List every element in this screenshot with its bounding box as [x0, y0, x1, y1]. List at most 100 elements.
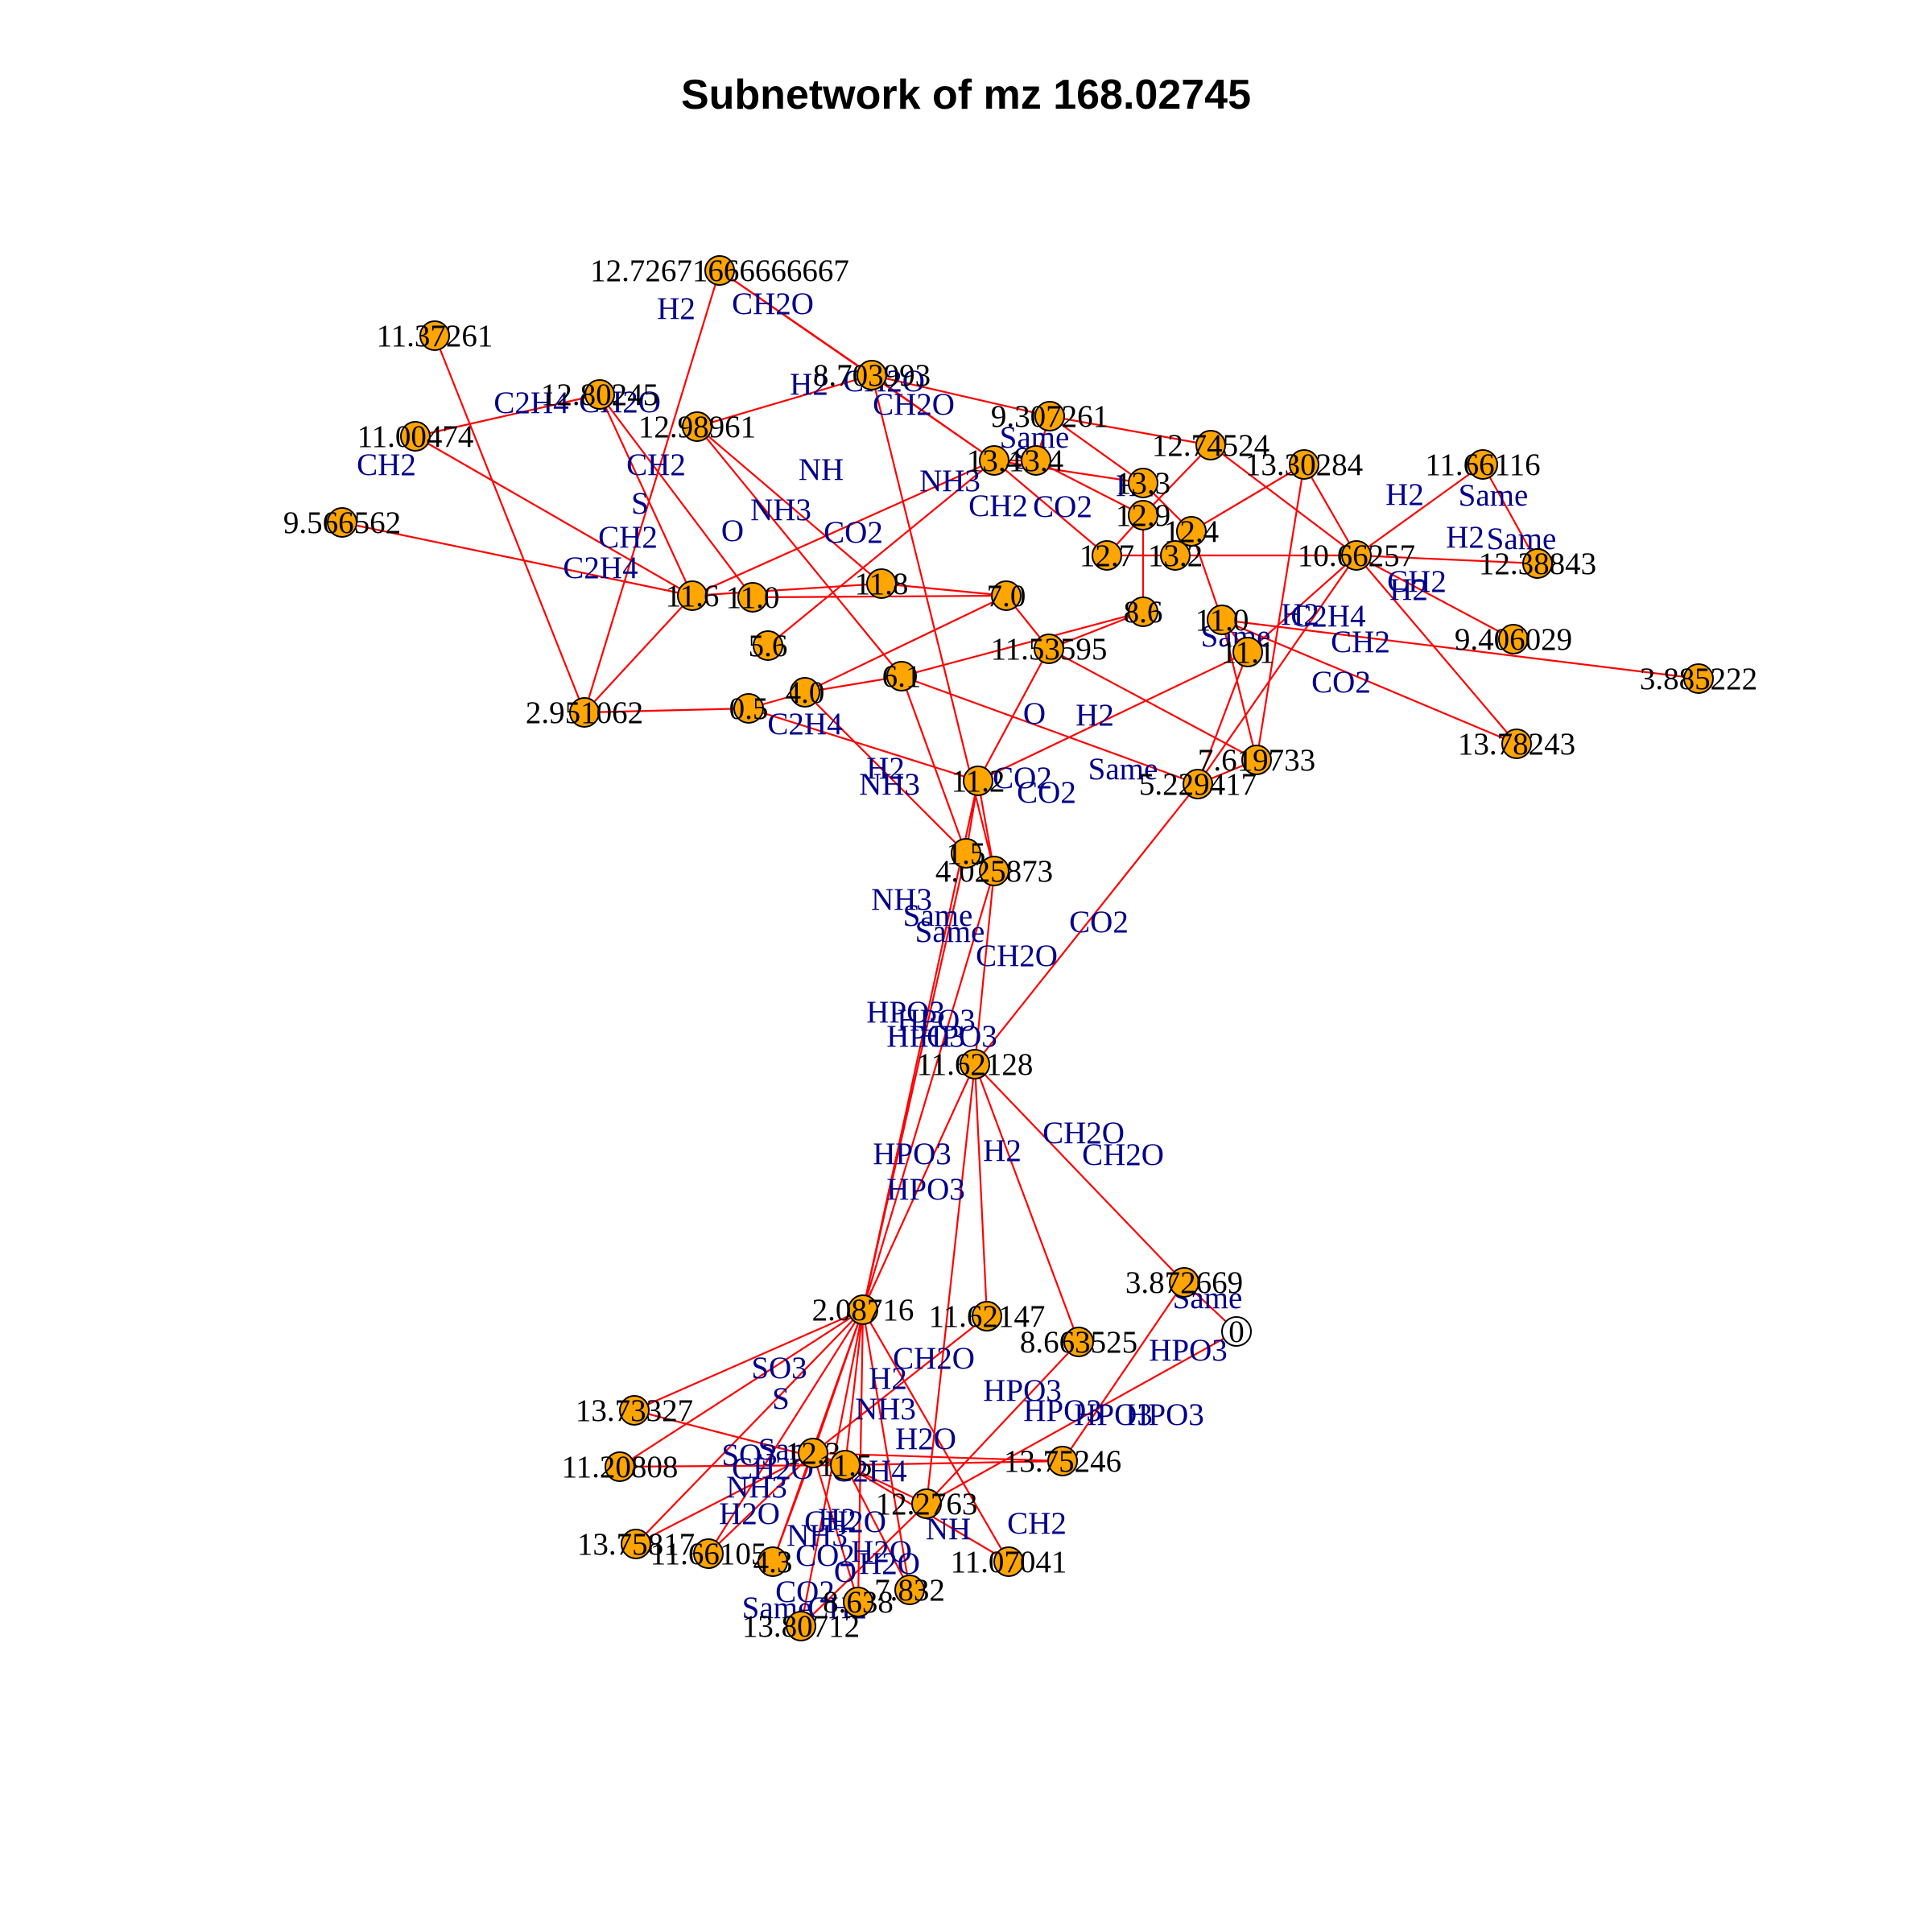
edge-label: S [631, 486, 649, 521]
graph-node: 10.66257 [1298, 539, 1415, 573]
edge-label: CO2 [824, 515, 883, 550]
node-label: 13.78243 [1458, 727, 1575, 762]
edge [1196, 651, 1249, 785]
graph-node: 11.62128 [917, 1047, 1034, 1082]
edge-label: H2 [983, 1133, 1022, 1168]
graph-node: 2.951062 [526, 696, 643, 730]
edge-label: H2O [719, 1496, 780, 1531]
node-label: 12.72671666666667 [590, 254, 849, 288]
node-label: 12.80245 [541, 378, 658, 412]
edge [748, 707, 979, 782]
node-circle [972, 1301, 1002, 1331]
edge [1142, 444, 1212, 516]
graph-node: 11.1 [1221, 635, 1275, 670]
edge [619, 1309, 864, 1468]
graph-node: 8.638 [823, 1585, 894, 1620]
node-circle [1195, 430, 1226, 460]
node-label: 11.62128 [917, 1047, 1034, 1082]
edge [599, 394, 693, 597]
edge [861, 870, 996, 1311]
node-label: 13.75817 [577, 1527, 695, 1562]
node-circle [857, 360, 887, 390]
edge-label: NH3 [859, 767, 920, 802]
node-circle [894, 1575, 925, 1605]
edge [1221, 618, 1517, 745]
node-label: 4.0 [786, 675, 825, 710]
graph-node: 7.832 [874, 1573, 945, 1608]
node-circle [419, 320, 450, 351]
node-label: 3.885222 [1640, 662, 1757, 696]
node-circle [682, 411, 712, 442]
node-circle [790, 677, 820, 708]
node-circle [843, 1587, 873, 1617]
edge-label: CH2O [732, 287, 814, 321]
graph-node: 11.62147 [929, 1299, 1046, 1334]
graph-node: 11.5 [819, 1448, 873, 1483]
node-circle [619, 1395, 650, 1426]
node-label: 5.6 [749, 629, 788, 663]
edge [857, 1309, 865, 1603]
edge [1049, 415, 1212, 447]
edge-label: H2 [869, 1361, 907, 1396]
node-circle [1183, 769, 1213, 799]
graph-node: 12.80245 [541, 378, 658, 412]
edge [1062, 1282, 1185, 1462]
node-label: 9.307261 [991, 399, 1108, 434]
edge-label: H2 [1281, 597, 1319, 632]
chart-title: Subnetwork of mz 168.02745 [680, 72, 1252, 118]
node-label: 12.74524 [1152, 428, 1269, 463]
node-label: 0 [1228, 1315, 1245, 1349]
edge [973, 1063, 989, 1317]
node-label: 11.62147 [929, 1299, 1046, 1334]
edge [993, 459, 1144, 485]
node-circle [866, 568, 897, 599]
edge [804, 691, 967, 854]
edge-label: HPO3 [886, 1019, 965, 1054]
node-circle [1241, 745, 1272, 775]
graph-node: 9.406029 [1455, 622, 1572, 657]
edge [812, 1315, 988, 1454]
node-label: 11.0 [726, 580, 780, 615]
node-circle [733, 693, 764, 724]
edge-label: NH3 [871, 882, 932, 917]
graph-node: 13.4 [1009, 444, 1063, 478]
graph-node: 12.2763 [876, 1487, 978, 1521]
graph-node: 4.0 [786, 675, 825, 710]
edge-label: CH2 [1387, 564, 1447, 599]
node-label: 6.1 [882, 659, 922, 694]
edge [1190, 530, 1224, 621]
node-circle [1176, 516, 1207, 547]
node-label: 13.3 [1116, 466, 1170, 501]
edge-label: CO2 [795, 1538, 855, 1573]
node-label: 8.638 [823, 1585, 894, 1620]
edge [696, 374, 873, 428]
node-circle [677, 580, 708, 611]
graph-node: 11.66105 [650, 1537, 767, 1571]
graph-node: 12.7 [1080, 539, 1134, 573]
node-label: 3.872669 [1125, 1265, 1243, 1300]
edge-label: CO2 [993, 761, 1052, 795]
edge [977, 651, 1249, 782]
edge [1482, 464, 1538, 564]
edge-label: C2H4 [1290, 599, 1365, 634]
graph-node: 0.5 [729, 691, 769, 726]
graph-node: 3.872669 [1125, 1265, 1243, 1300]
edge-label: HPO3 [1023, 1393, 1102, 1428]
node-circle [830, 1450, 861, 1480]
node-label: 12.7 [1080, 539, 1134, 573]
graph-node: 11.6 [666, 579, 720, 613]
node-label: 2.951062 [526, 696, 643, 730]
edge [696, 426, 882, 584]
edge [691, 582, 882, 597]
node-label: 13.75246 [1004, 1444, 1121, 1479]
edge [599, 394, 753, 598]
edge-label: SO3 [751, 1351, 807, 1385]
node-circle [1034, 634, 1064, 664]
node-label: 11.20808 [562, 1450, 679, 1484]
node-circle [963, 766, 993, 796]
edge-label: H2 [1385, 477, 1424, 512]
edge [767, 460, 995, 646]
node-circle [1128, 500, 1158, 530]
node-circle [798, 1438, 828, 1468]
edge [708, 1309, 864, 1554]
